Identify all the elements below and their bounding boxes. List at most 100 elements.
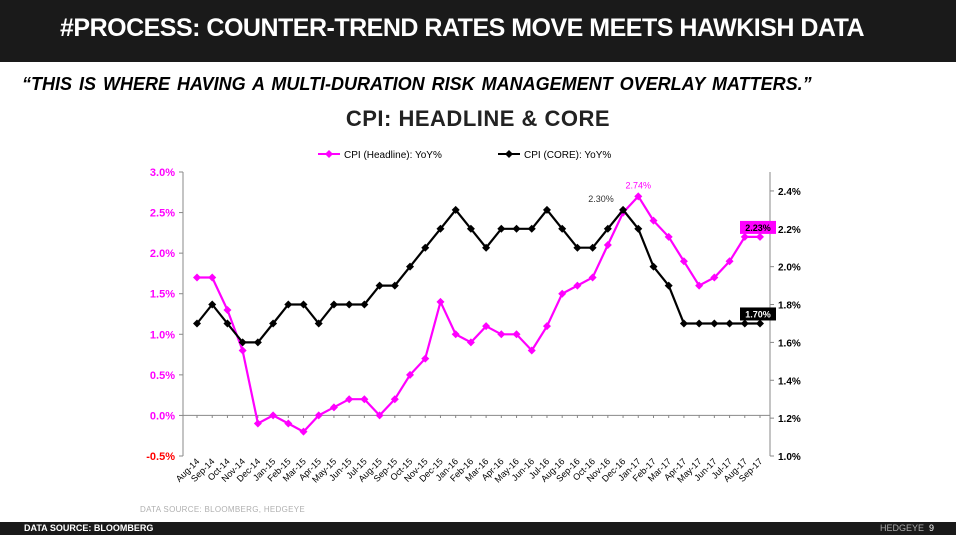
series-point-0 bbox=[329, 403, 338, 412]
series-point-1 bbox=[558, 224, 567, 233]
series-point-1 bbox=[466, 224, 475, 233]
series-point-1 bbox=[634, 224, 643, 233]
series-point-1 bbox=[740, 319, 749, 328]
footer-source: DATA SOURCE: BLOOMBERG bbox=[24, 523, 154, 533]
left-tick-label: 0.0% bbox=[150, 410, 175, 422]
series-point-1 bbox=[573, 243, 582, 252]
series-point-1 bbox=[619, 205, 628, 214]
series-point-1 bbox=[284, 300, 293, 309]
annotation-box bbox=[740, 220, 776, 234]
series-point-1 bbox=[436, 224, 445, 233]
series-point-1 bbox=[710, 319, 719, 328]
annotation-box bbox=[740, 307, 776, 321]
series-point-1 bbox=[269, 319, 278, 328]
footer-bar: DATA SOURCE: BLOOMBERG HEDGEYE 9 bbox=[0, 522, 956, 535]
right-tick-label: 2.0% bbox=[778, 263, 801, 274]
series-point-0 bbox=[756, 232, 764, 241]
chart-title: CPI: HEADLINE & CORE bbox=[345, 106, 611, 131]
series-point-1 bbox=[390, 281, 399, 290]
left-tick-label: 2.0% bbox=[150, 248, 175, 260]
series-point-1 bbox=[679, 319, 688, 328]
footer-brand: HEDGEYE bbox=[879, 523, 924, 533]
series-point-0 bbox=[588, 273, 597, 282]
right-tick-label: 1.0% bbox=[778, 452, 801, 463]
series-point-0 bbox=[527, 346, 536, 355]
series-point-1 bbox=[345, 300, 354, 309]
series-point-0 bbox=[421, 354, 430, 363]
series-point-0 bbox=[603, 241, 612, 250]
series-point-1 bbox=[664, 281, 673, 290]
page-title: #PROCESS: COUNTER-TREND RATES MOVE MEETS… bbox=[60, 14, 865, 42]
chart-source: DATA SOURCE: BLOOMBERG, HEDGEYE bbox=[140, 505, 306, 514]
series-point-0 bbox=[406, 370, 415, 379]
annotation-label: 2.30% bbox=[588, 194, 614, 204]
series-point-1 bbox=[329, 300, 338, 309]
legend-label-0: CPI (Headline): YoY% bbox=[344, 150, 442, 161]
series-point-1 bbox=[360, 300, 369, 309]
series-point-0 bbox=[253, 419, 262, 428]
series-point-0 bbox=[390, 395, 399, 404]
series-point-0 bbox=[512, 330, 521, 339]
left-tick-label: -0.5% bbox=[146, 451, 175, 463]
series-point-1 bbox=[695, 319, 704, 328]
quote-text: “THIS IS WHERE HAVING A MULTI-DURATION R… bbox=[22, 74, 812, 94]
series-point-1 bbox=[588, 243, 597, 252]
right-tick-label: 2.4% bbox=[778, 187, 801, 198]
series-point-0 bbox=[558, 289, 567, 298]
left-tick-label: 2.5% bbox=[150, 208, 175, 220]
series-point-1 bbox=[649, 262, 658, 271]
series-point-1 bbox=[208, 300, 217, 309]
series-point-1 bbox=[314, 319, 323, 328]
left-tick-label: 1.5% bbox=[150, 289, 175, 301]
series-point-1 bbox=[756, 319, 764, 328]
series-point-0 bbox=[482, 322, 491, 331]
series-point-0 bbox=[269, 411, 278, 420]
series-point-0 bbox=[634, 192, 643, 201]
legend-marker-1 bbox=[505, 150, 513, 158]
series-point-1 bbox=[497, 224, 506, 233]
series-point-0 bbox=[436, 297, 445, 306]
series-point-0 bbox=[497, 330, 506, 339]
series-point-0 bbox=[695, 281, 704, 290]
series-point-1 bbox=[421, 243, 430, 252]
series-point-0 bbox=[725, 257, 734, 266]
series-point-0 bbox=[284, 419, 293, 428]
series-line-1 bbox=[196, 208, 760, 344]
legend-label-1: CPI (CORE): YoY% bbox=[524, 150, 611, 161]
series-point-1 bbox=[451, 205, 460, 214]
series-point-0 bbox=[193, 273, 201, 282]
series-point-1 bbox=[299, 300, 308, 309]
series-point-0 bbox=[466, 338, 475, 347]
series-point-1 bbox=[375, 281, 384, 290]
series-point-0 bbox=[451, 330, 460, 339]
annotation-label: 1.70% bbox=[745, 309, 771, 319]
series-point-1 bbox=[725, 319, 734, 328]
series-point-0 bbox=[542, 322, 551, 331]
series-point-1 bbox=[482, 243, 491, 252]
legend-marker-0 bbox=[325, 150, 333, 158]
series-point-0 bbox=[208, 273, 217, 282]
series-point-0 bbox=[664, 232, 673, 241]
series-point-0 bbox=[360, 395, 369, 404]
series-point-1 bbox=[603, 224, 612, 233]
series-point-0 bbox=[314, 411, 323, 420]
series-point-1 bbox=[542, 205, 551, 214]
series-point-0 bbox=[710, 273, 719, 282]
series-point-0 bbox=[299, 427, 308, 436]
series-point-0 bbox=[238, 346, 247, 355]
left-tick-label: 0.5% bbox=[150, 370, 175, 382]
right-tick-label: 2.2% bbox=[778, 225, 801, 236]
series-point-1 bbox=[406, 262, 415, 271]
page-number: 9 bbox=[928, 523, 934, 533]
right-tick-label: 1.2% bbox=[778, 414, 801, 425]
series-point-1 bbox=[238, 338, 247, 347]
right-tick-label: 1.6% bbox=[778, 338, 801, 349]
right-tick-label: 1.8% bbox=[778, 301, 801, 312]
series-point-0 bbox=[223, 305, 232, 314]
left-tick-label: 3.0% bbox=[150, 167, 175, 179]
series-point-0 bbox=[573, 281, 582, 290]
series-point-1 bbox=[223, 319, 232, 328]
series-point-1 bbox=[193, 319, 201, 328]
annotation-label: 2.23% bbox=[745, 223, 771, 233]
